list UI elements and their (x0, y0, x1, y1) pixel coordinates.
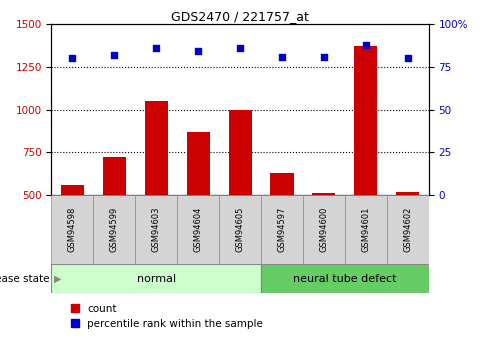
Point (236, 45, 244, 51)
Text: GSM94604: GSM94604 (194, 207, 203, 252)
Text: GSM94599: GSM94599 (110, 207, 119, 252)
Bar (103, 157, 126, 195)
FancyBboxPatch shape (177, 195, 219, 264)
Bar (187, 132, 210, 195)
Text: normal: normal (137, 274, 176, 284)
Point (152, 45, 160, 51)
Text: GSM94605: GSM94605 (236, 207, 245, 252)
FancyBboxPatch shape (261, 264, 429, 293)
Point (110, 52, 118, 58)
FancyBboxPatch shape (261, 195, 303, 264)
Title: GDS2470 / 221757_at: GDS2470 / 221757_at (171, 10, 309, 23)
Text: GSM94598: GSM94598 (68, 207, 77, 252)
FancyBboxPatch shape (387, 195, 429, 264)
Point (404, 56, 412, 61)
Text: GSM94597: GSM94597 (277, 207, 287, 252)
Bar (354, 46, 377, 195)
Text: disease state: disease state (0, 274, 49, 284)
Point (69, 56, 76, 61)
Text: neural tube defect: neural tube defect (293, 274, 397, 284)
Bar (61, 185, 84, 195)
Text: GSM94600: GSM94600 (319, 207, 328, 252)
FancyBboxPatch shape (94, 195, 135, 264)
FancyBboxPatch shape (135, 195, 177, 264)
Bar (313, 193, 336, 195)
FancyBboxPatch shape (219, 195, 261, 264)
Legend: count, percentile rank within the sample: count, percentile rank within the sample (67, 299, 268, 333)
Point (362, 42, 370, 47)
Text: GSM94603: GSM94603 (152, 207, 161, 252)
FancyBboxPatch shape (51, 264, 261, 293)
FancyBboxPatch shape (51, 195, 94, 264)
Bar (145, 101, 168, 195)
Bar (396, 191, 419, 195)
Bar (228, 109, 252, 195)
Point (278, 54, 286, 59)
Text: GSM94602: GSM94602 (403, 207, 412, 252)
Text: GSM94601: GSM94601 (361, 207, 370, 252)
Point (194, 49, 202, 54)
Bar (270, 173, 294, 195)
FancyBboxPatch shape (345, 195, 387, 264)
FancyBboxPatch shape (303, 195, 345, 264)
Text: ▶: ▶ (54, 274, 61, 284)
Point (320, 54, 328, 59)
